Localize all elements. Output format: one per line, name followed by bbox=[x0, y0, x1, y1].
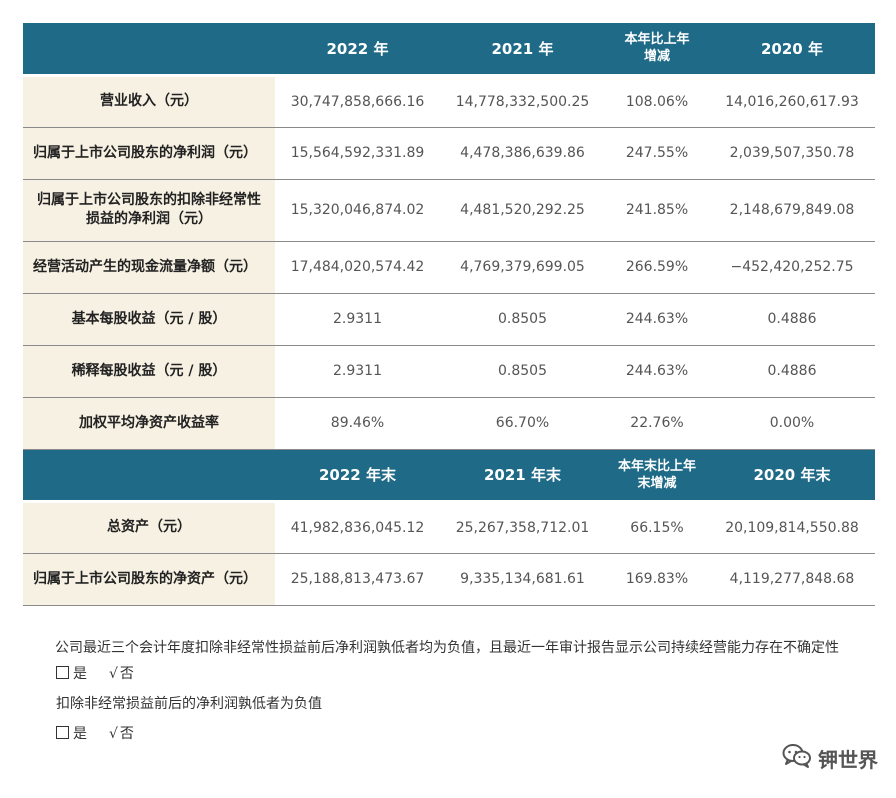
yes-label: 是 bbox=[73, 726, 87, 742]
header-cell-line: 末增减 bbox=[637, 475, 677, 491]
header-cell-line: 增减 bbox=[643, 49, 670, 65]
table-cell: 247.55% bbox=[605, 127, 709, 180]
header-cell: 本年比上年 增减 bbox=[605, 23, 709, 77]
row-label: 归属于上市公司股东的净资产（元） bbox=[23, 553, 275, 606]
negative-profit-question: 扣除非经常损益前后的净利润孰低者为负值 bbox=[56, 696, 322, 712]
table-cell: 0.00% bbox=[709, 397, 875, 450]
table-cell: 2.9311 bbox=[275, 293, 440, 346]
table-cell: 22.76% bbox=[605, 397, 709, 450]
table-cell: 15,564,592,331.89 bbox=[275, 127, 440, 180]
header-cell-line: 本年比上年 bbox=[624, 32, 690, 48]
table-cell: 25,188,813,473.67 bbox=[275, 553, 440, 606]
table-cell: 20,109,814,550.88 bbox=[709, 501, 875, 554]
table-row: 稀释每股收益（元 / 股） 2.9311 0.8505 244.63% 0.48… bbox=[23, 345, 875, 398]
checkmark-icon: √ bbox=[109, 666, 118, 682]
watermark: 钾世界 bbox=[782, 743, 878, 774]
row-label: 基本每股收益（元 / 股） bbox=[23, 293, 275, 346]
row-label-line: 损益的净利润（元） bbox=[86, 211, 212, 227]
table-cell: 41,982,836,045.12 bbox=[275, 501, 440, 554]
table-cell: 0.4886 bbox=[709, 293, 875, 346]
table-cell: 66.15% bbox=[605, 501, 709, 554]
table-row: 总资产（元） 41,982,836,045.12 25,267,358,712.… bbox=[23, 501, 875, 554]
table-row: 营业收入（元） 30,747,858,666.16 14,778,332,500… bbox=[23, 75, 875, 128]
wechat-icon bbox=[782, 743, 812, 774]
table-row: 归属于上市公司股东的净资产（元） 25,188,813,473.67 9,335… bbox=[23, 553, 875, 606]
row-label-line: 归属于上市公司股东的扣除非经常性 bbox=[37, 192, 261, 208]
table-cell: 241.85% bbox=[605, 179, 709, 242]
row-label: 归属于上市公司股东的净利润（元） bbox=[23, 127, 275, 180]
yes-label: 是 bbox=[73, 666, 87, 682]
checkmark-icon: √ bbox=[109, 726, 118, 742]
no-label: 否 bbox=[119, 726, 134, 742]
table-cell: 244.63% bbox=[605, 345, 709, 398]
table-cell: 0.4886 bbox=[709, 345, 875, 398]
table-cell: 0.8505 bbox=[440, 293, 605, 346]
table-cell: 108.06% bbox=[605, 75, 709, 128]
table-cell: 30,747,858,666.16 bbox=[275, 75, 440, 128]
row-label: 营业收入（元） bbox=[23, 75, 275, 128]
table-row: 归属于上市公司股东的扣除非经常性 损益的净利润（元） 15,320,046,87… bbox=[23, 179, 875, 242]
table-cell: 14,778,332,500.25 bbox=[440, 75, 605, 128]
no-label: 否 bbox=[119, 666, 134, 682]
table-cell: −452,420,252.75 bbox=[709, 241, 875, 294]
going-concern-question: 公司最近三个会计年度扣除非经常性损益前后净利润孰低者均为负值，且最近一年审计报告… bbox=[55, 640, 839, 656]
table-row: 加权平均净资产收益率 89.46% 66.70% 22.76% 0.00% bbox=[23, 397, 875, 450]
row-label: 加权平均净资产收益率 bbox=[23, 397, 275, 450]
table-cell: 2,148,679,849.08 bbox=[709, 179, 875, 242]
watermark-text: 钾世界 bbox=[818, 748, 878, 772]
table-row: 经营活动产生的现金流量净额（元） 17,484,020,574.42 4,769… bbox=[23, 241, 875, 294]
answer-line-2: 是 √ 否 bbox=[23, 723, 878, 745]
table-header-row: 2022 年末 2021 年末 本年末比上年 末增减 2020 年末 bbox=[23, 449, 875, 503]
table-cell: 0.8505 bbox=[440, 345, 605, 398]
table-cell: 14,016,260,617.93 bbox=[709, 75, 875, 128]
table-cell: 2,039,507,350.78 bbox=[709, 127, 875, 180]
checkbox-yes[interactable] bbox=[56, 666, 69, 679]
table-cell: 4,769,379,699.05 bbox=[440, 241, 605, 294]
header-cell: 2022 年末 bbox=[275, 449, 440, 503]
table-cell: 4,478,386,639.86 bbox=[440, 127, 605, 180]
table-cell: 25,267,358,712.01 bbox=[440, 501, 605, 554]
row-label: 经营活动产生的现金流量净额（元） bbox=[23, 241, 275, 294]
table-cell: 66.70% bbox=[440, 397, 605, 450]
table-cell: 244.63% bbox=[605, 293, 709, 346]
table-row: 基本每股收益（元 / 股） 2.9311 0.8505 244.63% 0.48… bbox=[23, 293, 875, 346]
row-label: 稀释每股收益（元 / 股） bbox=[23, 345, 275, 398]
header-cell: 本年末比上年 末增减 bbox=[605, 449, 709, 503]
notes-section: 公司最近三个会计年度扣除非经常性损益前后净利润孰低者均为负值，且最近一年审计报告… bbox=[23, 633, 878, 745]
header-cell-line: 本年末比上年 bbox=[617, 458, 696, 474]
table-row: 归属于上市公司股东的净利润（元） 15,564,592,331.89 4,478… bbox=[23, 127, 875, 180]
table-cell: 17,484,020,574.42 bbox=[275, 241, 440, 294]
financial-data-table: 2022 年 2021 年 本年比上年 增减 2020 年 营业收入（元） 30… bbox=[23, 23, 875, 606]
table-cell: 15,320,046,874.02 bbox=[275, 179, 440, 242]
table-cell: 89.46% bbox=[275, 397, 440, 450]
table-cell: 266.59% bbox=[605, 241, 709, 294]
row-label: 归属于上市公司股东的扣除非经常性 损益的净利润（元） bbox=[23, 179, 275, 242]
row-label: 总资产（元） bbox=[23, 501, 275, 554]
header-cell bbox=[23, 449, 275, 503]
header-cell: 2020 年 bbox=[709, 23, 875, 77]
table-cell: 4,481,520,292.25 bbox=[440, 179, 605, 242]
checkbox-yes[interactable] bbox=[56, 726, 69, 739]
header-cell bbox=[23, 23, 275, 77]
table-cell: 2.9311 bbox=[275, 345, 440, 398]
header-cell: 2020 年末 bbox=[709, 449, 875, 503]
header-cell: 2022 年 bbox=[275, 23, 440, 77]
table-header-row: 2022 年 2021 年 本年比上年 增减 2020 年 bbox=[23, 23, 875, 77]
header-cell: 2021 年末 bbox=[440, 449, 605, 503]
table-cell: 9,335,134,681.61 bbox=[440, 553, 605, 606]
header-cell: 2021 年 bbox=[440, 23, 605, 77]
table-cell: 169.83% bbox=[605, 553, 709, 606]
answer-line-1: 是 √ 否 bbox=[23, 663, 878, 685]
table-cell: 4,119,277,848.68 bbox=[709, 553, 875, 606]
